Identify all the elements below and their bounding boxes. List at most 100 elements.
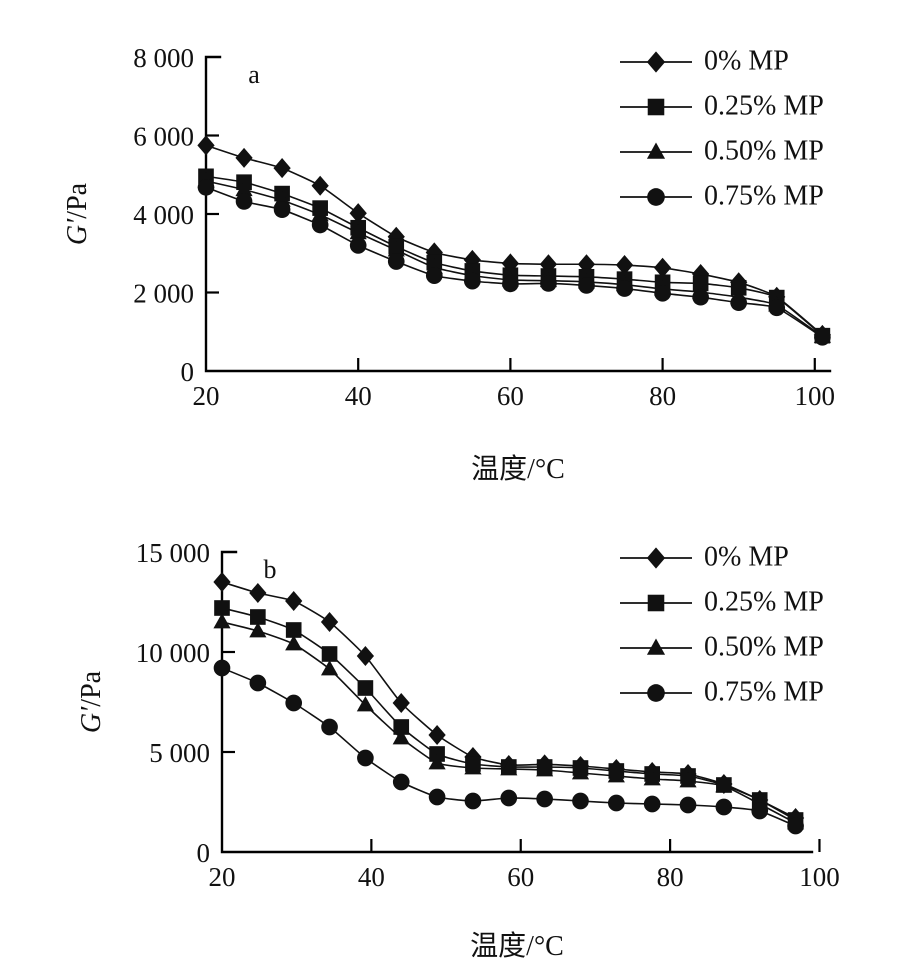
axes <box>220 550 814 854</box>
circle-marker <box>540 275 557 292</box>
circle-marker <box>273 201 291 219</box>
diamond-marker <box>197 135 215 156</box>
circle-marker <box>387 253 405 270</box>
circle-marker <box>349 237 367 254</box>
triangle-marker <box>464 759 482 775</box>
circle-marker <box>607 794 625 812</box>
y-tick-label: 5 000 <box>149 738 210 768</box>
diamond-marker <box>356 645 375 667</box>
y-tick-label: 10 000 <box>136 638 210 668</box>
x-tick-label: 40 <box>358 862 385 892</box>
x-tick-label: 100 <box>799 862 840 892</box>
circle-marker <box>647 188 665 206</box>
svg-text:G′/Pa: G′/Pa <box>76 670 107 733</box>
circle-marker <box>502 275 519 293</box>
series-group <box>197 135 832 346</box>
diamond-marker <box>646 547 666 569</box>
circle-marker <box>787 817 804 835</box>
x-axis-title: 温度/°C <box>471 453 565 485</box>
y-tick-label: 6 000 <box>133 122 194 152</box>
legend-item-triangle[interactable]: 0.50% MP <box>620 631 824 662</box>
circle-marker <box>715 798 733 816</box>
x-tick-label: 60 <box>497 381 524 411</box>
triangle-marker <box>536 761 554 777</box>
legend-item-circle[interactable]: 0.75% MP <box>620 180 824 211</box>
x-axis-ticks: 20 40 60 80 100 <box>209 839 840 892</box>
circle-marker <box>357 749 374 767</box>
chart-legend: 0% MP 0.25% MP 0.50% MP 0.75% MP <box>620 45 824 211</box>
x-axis-ticks: 20 40 60 80 100 <box>193 358 836 411</box>
chart-b-canvas: 0 5 000 10 000 15 000 20 40 60 80 100 b 温度/°C G′/Pa… <box>76 538 840 962</box>
circle-marker <box>643 795 661 813</box>
diamond-marker <box>539 254 558 275</box>
legend-label: 0.75% MP <box>704 676 824 707</box>
legend-item-triangle[interactable]: 0.50% MP <box>620 135 824 166</box>
triangle-marker <box>311 205 329 222</box>
legend-label: 0.75% MP <box>704 180 824 211</box>
chart-a-canvas: 0 2 000 4 000 6 000 8 000 20 40 60 80 100 a 温度/°C G′… <box>62 43 836 485</box>
legend-item-diamond[interactable]: 0% MP <box>620 541 789 572</box>
circle-marker <box>500 789 518 807</box>
legend-label: 0.25% MP <box>704 90 824 121</box>
x-tick-label: 40 <box>345 381 372 411</box>
square-marker <box>647 594 665 612</box>
diamond-marker <box>320 611 339 633</box>
circle-marker <box>285 694 303 712</box>
legend-label: 0% MP <box>704 45 789 76</box>
legend-item-square[interactable]: 0.25% MP <box>620 586 824 617</box>
y-tick-label: 8 000 <box>133 43 194 73</box>
circle-marker <box>692 288 709 306</box>
triangle-marker <box>387 241 405 257</box>
triangle-marker <box>607 767 625 783</box>
triangle-marker <box>571 764 590 780</box>
triangle-marker <box>320 660 339 676</box>
square-marker <box>214 600 230 616</box>
circle-marker <box>616 280 633 297</box>
x-tick-label: 80 <box>657 862 684 892</box>
series-line-diamond <box>205 144 823 336</box>
diamond-marker <box>349 203 367 224</box>
circle-marker <box>730 294 748 312</box>
triangle-marker <box>715 777 733 793</box>
circle-marker <box>428 788 446 806</box>
circle-marker <box>768 299 786 317</box>
panel-letter: a <box>248 60 260 89</box>
diamond-marker <box>273 158 291 179</box>
circle-marker <box>311 216 329 234</box>
triangle-marker <box>249 622 267 638</box>
circle-marker <box>197 178 215 196</box>
diamond-marker <box>646 51 666 73</box>
legend-item-diamond[interactable]: 0% MP <box>620 45 789 76</box>
circle-marker <box>249 674 267 692</box>
circle-marker <box>679 796 697 814</box>
circle-marker <box>425 267 443 284</box>
circle-marker <box>572 792 589 810</box>
circle-marker <box>392 773 410 791</box>
circle-marker <box>213 659 231 677</box>
triangle-marker <box>428 754 446 770</box>
legend-item-square[interactable]: 0.25% MP <box>620 90 824 121</box>
y-axis-ticks: 0 5 000 10 000 15 000 <box>136 538 235 868</box>
triangle-marker <box>646 142 666 159</box>
circle-marker <box>751 802 769 820</box>
legend-item-circle[interactable]: 0.75% MP <box>620 676 824 707</box>
circle-marker <box>464 272 481 290</box>
series-markers-circle <box>197 178 831 346</box>
diamond-marker <box>653 257 672 278</box>
legend-label: 0.50% MP <box>704 631 824 662</box>
diamond-marker <box>392 692 410 714</box>
square-marker <box>357 680 374 696</box>
x-tick-label: 100 <box>795 381 836 411</box>
diamond-marker <box>235 147 253 168</box>
y-tick-label: 0 <box>197 838 211 868</box>
triangle-marker <box>356 696 374 712</box>
y-axis-title: G′/Pa <box>62 182 93 245</box>
diamond-marker <box>213 571 231 593</box>
square-marker <box>647 98 665 116</box>
circle-marker <box>814 328 831 346</box>
svg-text:G′/Pa: G′/Pa <box>62 182 93 245</box>
diamond-marker <box>249 582 267 604</box>
diamond-marker <box>428 724 446 746</box>
diamond-marker <box>615 254 634 276</box>
